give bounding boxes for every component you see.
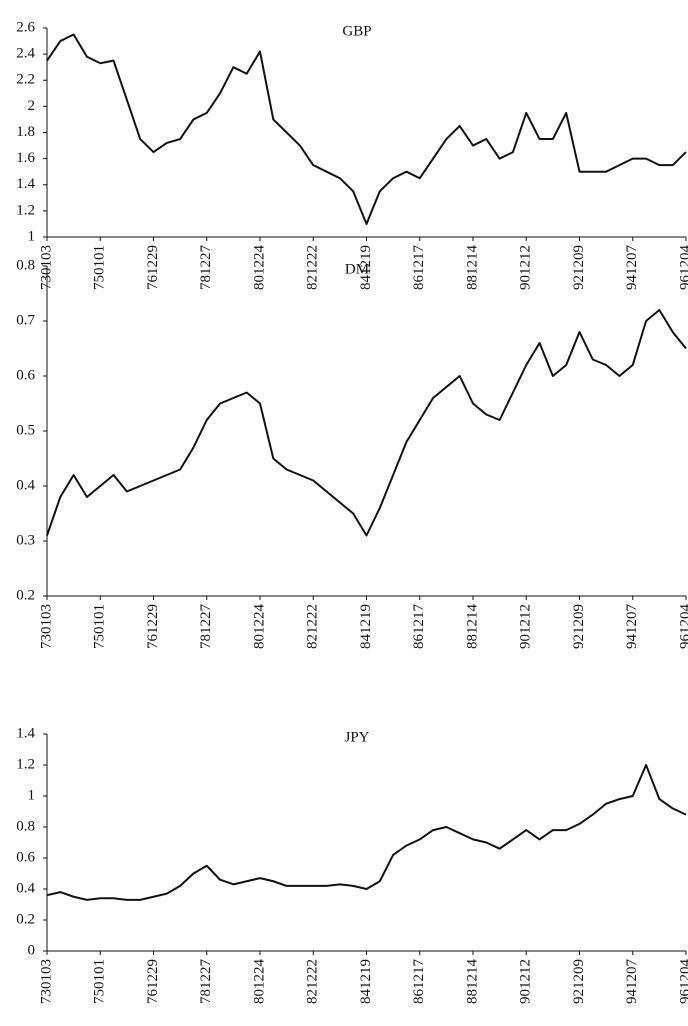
- y-tick-label: 2.6: [16, 19, 35, 35]
- y-tick-label: 0.2: [16, 587, 35, 603]
- x-tick-label: 841219: [358, 959, 374, 1004]
- y-tick-label: 0.7: [16, 312, 35, 328]
- x-tick-label: 901212: [518, 604, 534, 649]
- y-tick-label: 0.4: [16, 477, 35, 493]
- x-tick-label: 941207: [624, 959, 640, 1005]
- chart-title: GBP: [342, 23, 371, 39]
- x-tick-label: 801224: [251, 604, 267, 650]
- y-tick-label: 0: [28, 942, 36, 958]
- x-tick-label: 961204: [677, 245, 688, 291]
- x-tick-label: 961204: [677, 959, 688, 1005]
- x-tick-label: 861217: [411, 245, 427, 291]
- x-tick-label: 881214: [464, 245, 480, 291]
- x-tick-label: 841219: [358, 245, 374, 290]
- y-tick-label: 0.6: [16, 367, 35, 383]
- x-tick-label: 821222: [305, 959, 321, 1004]
- y-tick-label: 1.4: [16, 725, 35, 741]
- x-tick-label: 730103: [38, 959, 54, 1004]
- x-tick-label: 750101: [92, 959, 108, 1004]
- data-line: [46, 309, 687, 537]
- y-tick-label: 1.2: [16, 756, 35, 772]
- x-tick-label: 761229: [145, 959, 161, 1004]
- x-tick-label: 761229: [145, 245, 161, 290]
- y-tick-label: 1.6: [16, 150, 35, 166]
- chart-title: DM: [345, 261, 369, 277]
- x-tick-label: 861217: [411, 604, 427, 650]
- x-tick-label: 821222: [305, 604, 321, 649]
- y-tick-label: 1.2: [16, 202, 35, 218]
- y-tick-label: 1.8: [16, 124, 35, 140]
- y-tick-label: 0.8: [16, 818, 35, 834]
- x-tick-label: 781227: [198, 959, 214, 1005]
- x-tick-label: 881214: [464, 604, 480, 650]
- y-tick-label: 0.4: [16, 880, 35, 896]
- x-tick-label: 881214: [464, 959, 480, 1005]
- y-tick-label: 1: [28, 228, 36, 244]
- y-tick-label: 1: [28, 787, 36, 803]
- y-tick-label: 2.2: [16, 72, 35, 88]
- chart-title: JPY: [344, 729, 369, 745]
- x-tick-label: 901212: [518, 245, 534, 290]
- x-tick-label: 801224: [251, 959, 267, 1005]
- x-tick-label: 781227: [198, 604, 214, 650]
- x-tick-label: 921209: [571, 959, 587, 1004]
- y-tick-label: 1.4: [16, 176, 35, 192]
- x-tick-label: 901212: [518, 959, 534, 1004]
- x-tick-label: 841219: [358, 604, 374, 649]
- data-line: [46, 764, 687, 901]
- x-tick-label: 761229: [145, 604, 161, 649]
- x-tick-label: 941207: [624, 245, 640, 291]
- x-tick-label: 730103: [38, 245, 54, 290]
- y-tick-label: 0.5: [16, 422, 35, 438]
- x-tick-label: 821222: [305, 245, 321, 290]
- y-tick-label: 0.3: [16, 532, 35, 548]
- x-tick-label: 750101: [92, 604, 108, 649]
- x-tick-label: 921209: [571, 245, 587, 290]
- x-tick-label: 750101: [92, 245, 108, 290]
- y-tick-label: 0.6: [16, 849, 35, 865]
- x-tick-label: 941207: [624, 604, 640, 650]
- x-tick-label: 801224: [251, 245, 267, 291]
- y-tick-label: 0.8: [16, 257, 35, 273]
- x-tick-label: 921209: [571, 604, 587, 649]
- x-tick-label: 861217: [411, 959, 427, 1005]
- y-tick-label: 2.4: [16, 46, 35, 62]
- y-tick-label: 0.2: [16, 911, 35, 927]
- x-tick-label: 781227: [198, 245, 214, 291]
- y-tick-label: 2: [28, 98, 36, 114]
- data-line: [46, 33, 687, 225]
- x-tick-label: 730103: [38, 604, 54, 649]
- x-tick-label: 961204: [677, 604, 688, 650]
